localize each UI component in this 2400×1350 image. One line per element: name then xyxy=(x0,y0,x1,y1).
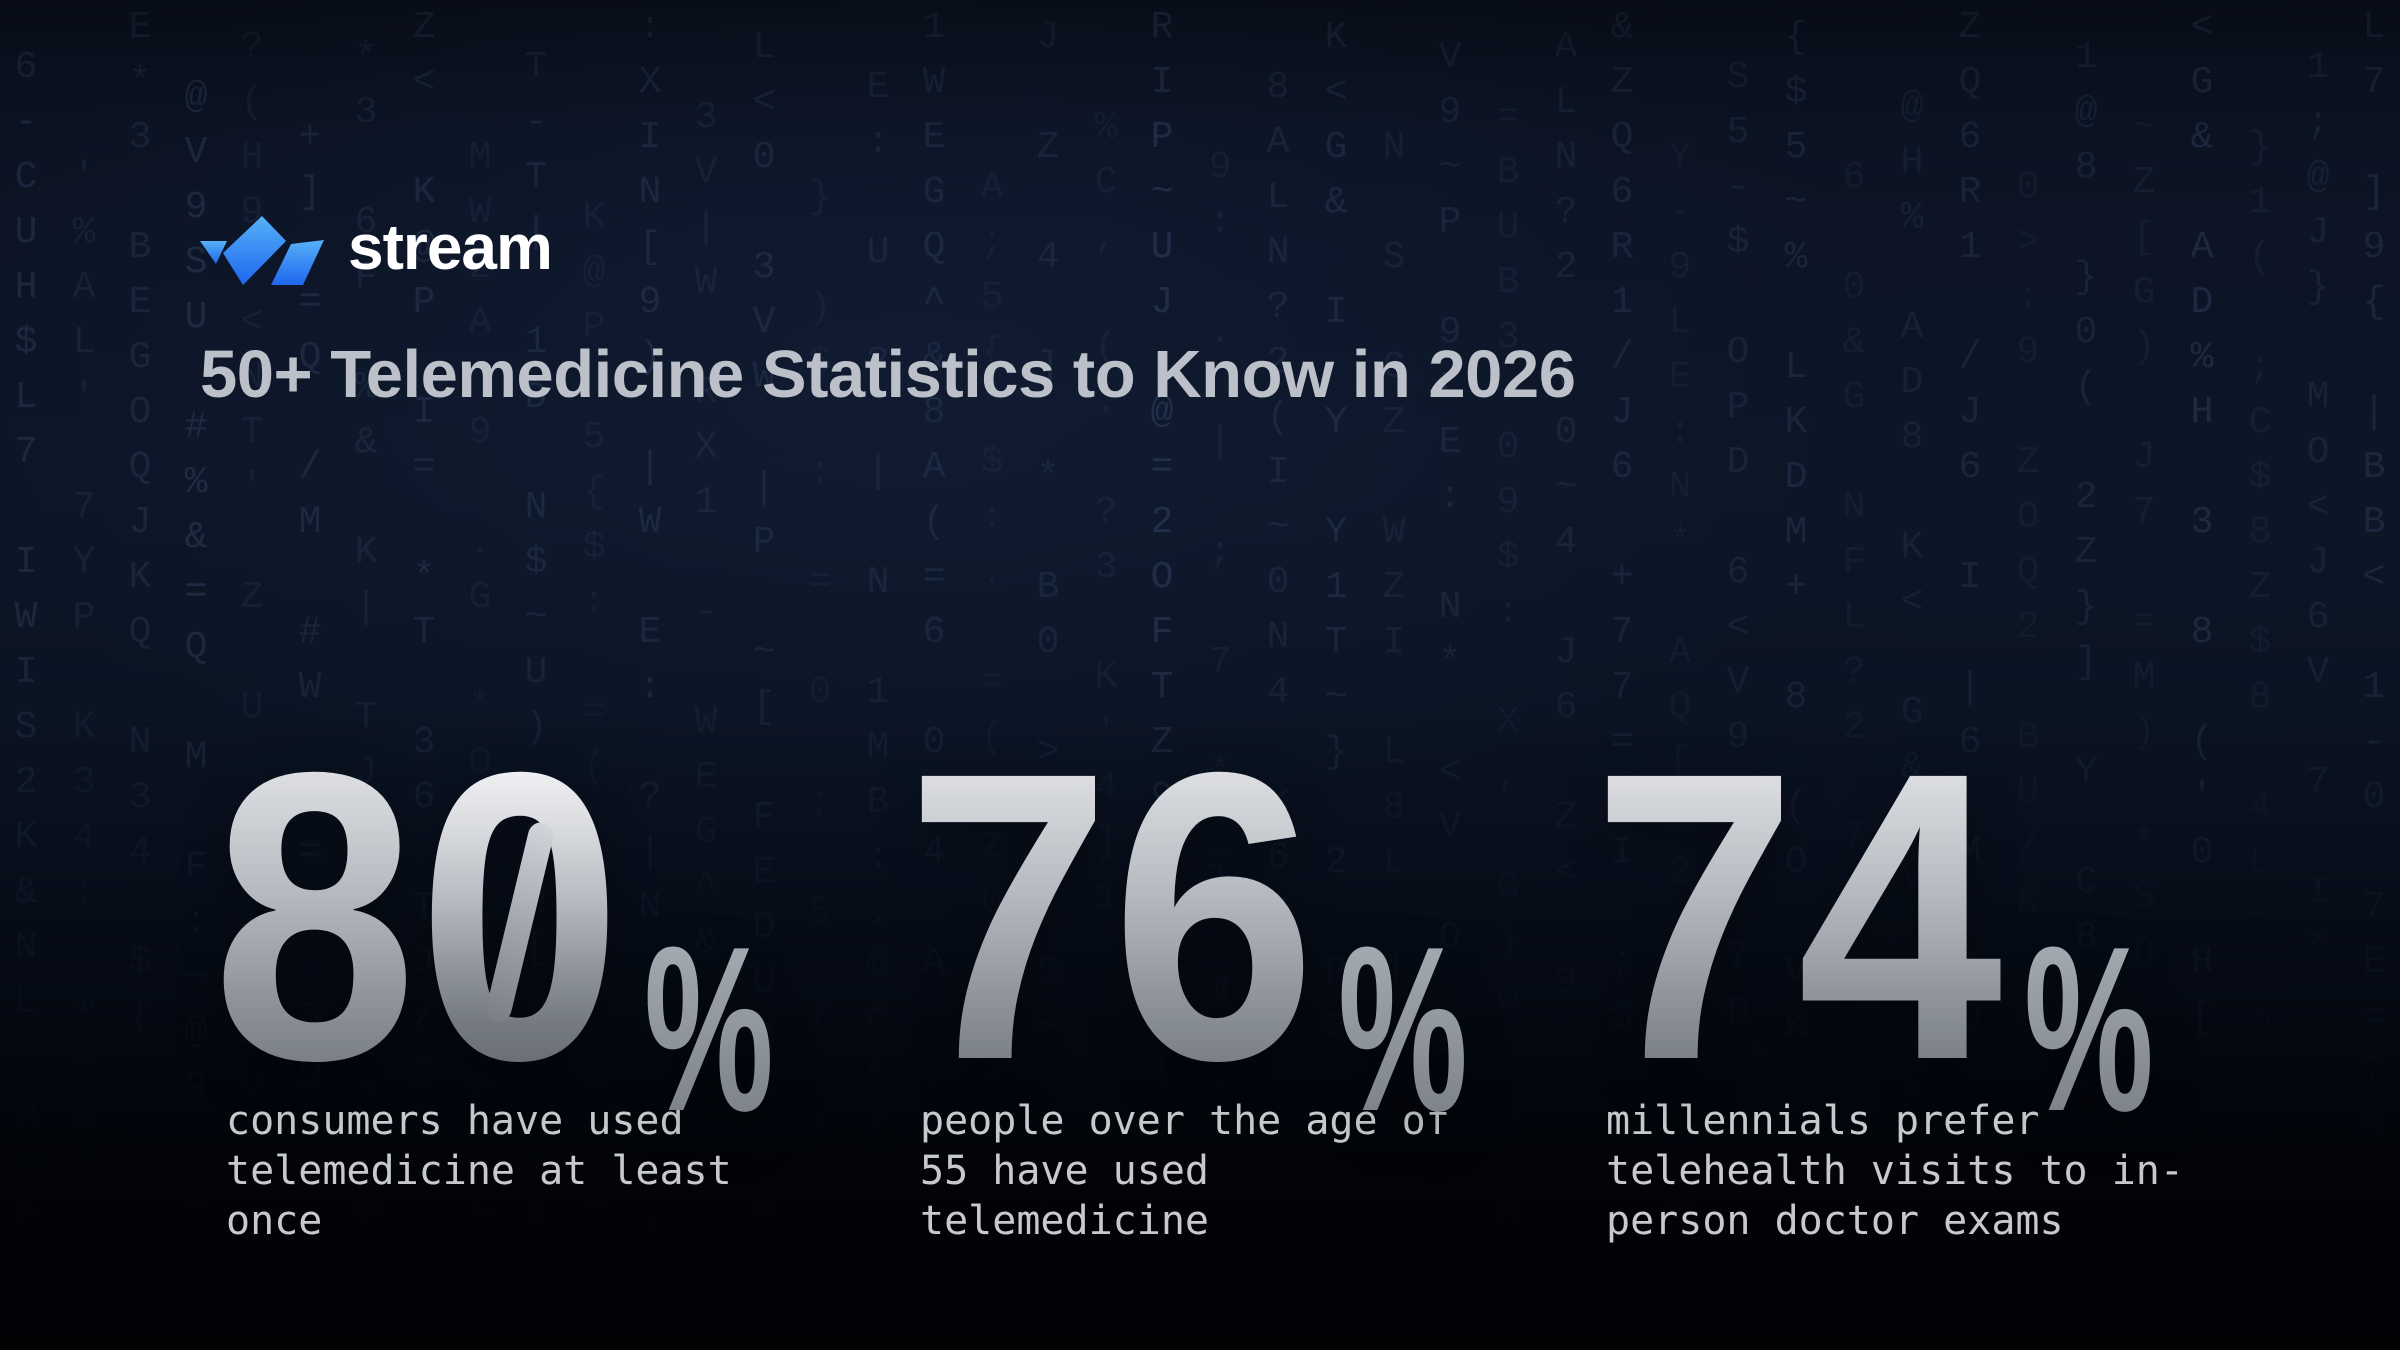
stat-value: 80 xyxy=(212,687,622,1145)
brand-wordmark: stream xyxy=(348,211,553,283)
percent-sign: % xyxy=(644,879,774,1179)
zero-slash xyxy=(483,819,556,1025)
stat-block-1: 80% consumers have used telemedicine at … xyxy=(212,711,902,1246)
stat-number: 76% xyxy=(906,711,1527,1160)
stat-number: 74% xyxy=(1592,711,2213,1160)
stat-number: 80% xyxy=(212,711,833,1160)
stat-value: 76 xyxy=(906,687,1317,1145)
stat-block-3: 74% millennials prefer telehealth visits… xyxy=(1592,711,2282,1246)
stat-caption: people over the age of 55 have used tele… xyxy=(920,1098,1450,1244)
brand-logo: stream xyxy=(198,211,553,286)
percent-sign: % xyxy=(2024,879,2154,1179)
stat-block-2: 76% people over the age of 55 have used … xyxy=(906,711,1596,1246)
stat-value: 74 xyxy=(1592,687,2003,1145)
slashed-zero-digit: 0 xyxy=(417,711,622,1121)
percent-sign: % xyxy=(1338,879,1468,1179)
stat-caption: consumers have used telemedicine at leas… xyxy=(226,1098,732,1244)
page-title: 50+ Telemedicine Statistics to Know in 2… xyxy=(200,337,1576,412)
stat-caption: millennials prefer telehealth visits to … xyxy=(1606,1098,2184,1244)
stream-logo-icon xyxy=(198,214,326,286)
